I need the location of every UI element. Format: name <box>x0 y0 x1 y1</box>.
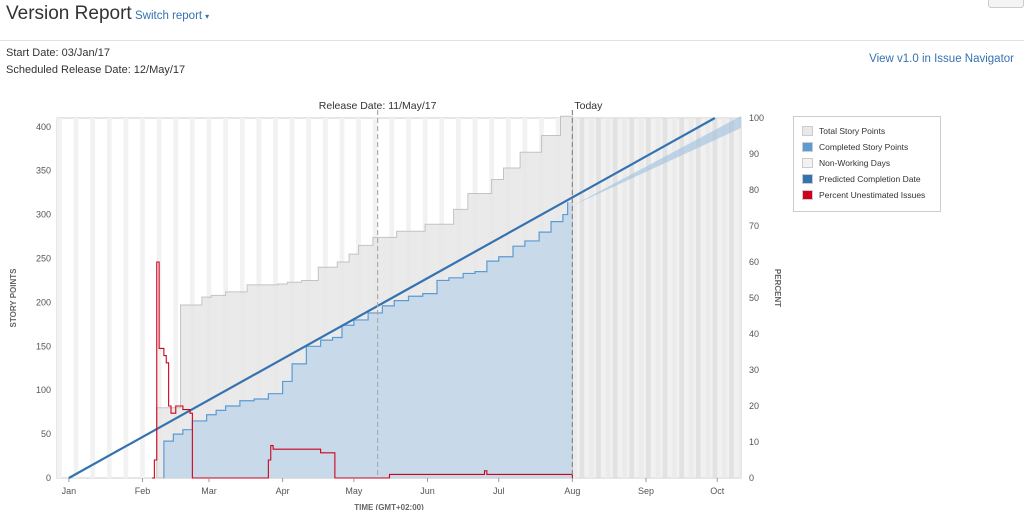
switch-report-label[interactable]: Switch report <box>135 10 203 22</box>
legend-swatch <box>802 141 813 152</box>
non-working-day-band <box>90 118 95 478</box>
legend-swatch <box>802 189 813 200</box>
y2-tick-label: 70 <box>749 221 759 231</box>
scheduled-release-date: Scheduled Release Date: 12/May/17 <box>6 64 186 76</box>
y2-tick-label: 20 <box>749 401 759 411</box>
today-label: Today <box>574 100 603 112</box>
percent-unestimated-line <box>152 261 573 479</box>
non-working-day-band <box>695 118 701 478</box>
non-working-day-band <box>173 118 179 478</box>
y-tick-label: 350 <box>36 166 51 176</box>
non-working-day-band <box>712 118 718 478</box>
x-tick-label: Mar <box>201 486 217 496</box>
x-tick-label: Jan <box>62 486 77 496</box>
legend-label: Non-Working Days <box>819 157 891 168</box>
y-tick-label: 100 <box>36 385 51 395</box>
legend-item: Non-Working Days <box>802 157 890 169</box>
x-tick-label: Jun <box>420 486 435 496</box>
non-working-day-band <box>140 118 145 478</box>
legend-item: Completed Story Points <box>802 141 908 153</box>
version-report-chart: Release Date: 11/May/17 Today050100150200… <box>9 100 782 510</box>
y-tick-label: 50 <box>41 429 51 439</box>
non-working-day-band <box>596 118 601 478</box>
x-tick-label: Sep <box>638 486 654 496</box>
non-working-day-band <box>646 118 651 478</box>
legend-label: Predicted Completion Date <box>819 173 921 184</box>
y2-tick-label: 30 <box>749 365 759 375</box>
non-working-day-band <box>190 118 195 478</box>
non-working-day-band <box>679 118 684 478</box>
completed-story-points-area <box>163 202 573 478</box>
legend-label: Completed Story Points <box>819 141 909 152</box>
y-axis-title: STORY POINTS <box>9 268 18 328</box>
legend-label: Percent Unestimated Issues <box>819 189 926 200</box>
legend-swatch <box>802 173 813 184</box>
x-tick-label: Aug <box>564 486 580 496</box>
y2-tick-label: 0 <box>749 473 754 483</box>
x-tick-label: Apr <box>276 486 290 496</box>
y2-tick-label: 60 <box>749 257 759 267</box>
y2-axis-title: PERCENT <box>773 269 782 307</box>
y2-tick-label: 40 <box>749 329 759 339</box>
y-tick-label: 0 <box>46 473 51 483</box>
y-tick-label: 200 <box>36 297 51 307</box>
x-axis-title: TIME (GMT+02:00) <box>354 503 424 510</box>
release-date-label: Release Date: 11/May/17 <box>319 100 437 112</box>
x-tick-label: Jul <box>493 486 505 496</box>
non-working-day-band <box>662 118 668 478</box>
y2-tick-label: 80 <box>749 185 759 195</box>
y-tick-label: 150 <box>36 341 51 351</box>
non-working-day-band <box>729 118 734 478</box>
page-title: Version Report <box>6 3 132 24</box>
legend-item: Predicted Completion Date <box>802 173 921 185</box>
y-tick-label: 250 <box>36 253 51 263</box>
legend-label: Total Story Points <box>819 125 886 136</box>
x-tick-label: Oct <box>710 486 725 496</box>
switch-report-dropdown[interactable]: Switch report ▾ <box>135 10 209 22</box>
non-working-day-band <box>629 118 635 478</box>
legend-swatch <box>802 157 813 168</box>
y2-tick-label: 100 <box>749 113 764 123</box>
y-tick-label: 400 <box>36 122 51 132</box>
legend-item: Total Story Points <box>802 125 885 137</box>
x-tick-label: Feb <box>135 486 151 496</box>
start-date: Start Date: 03/Jan/17 <box>6 47 110 59</box>
non-working-day-band <box>73 118 79 478</box>
legend-item: Percent Unestimated Issues <box>802 189 925 201</box>
y2-tick-label: 50 <box>749 293 759 303</box>
y2-tick-label: 10 <box>749 437 759 447</box>
non-working-day-band <box>106 118 112 478</box>
x-tick-label: May <box>345 486 363 496</box>
issue-navigator-link[interactable]: View v1.0 in Issue Navigator <box>869 53 1014 65</box>
chart-legend: Total Story Points Completed Story Points… <box>793 116 941 212</box>
completed-story-points-line <box>163 202 569 478</box>
non-working-day-band <box>612 118 618 478</box>
predicted-confidence-band <box>572 116 741 206</box>
non-working-day-band <box>57 118 62 478</box>
y2-tick-label: 90 <box>749 149 759 159</box>
header-corner-button[interactable] <box>988 0 1024 8</box>
y-tick-label: 300 <box>36 210 51 220</box>
non-working-day-band <box>579 118 585 478</box>
chevron-down-icon: ▾ <box>205 12 210 21</box>
predicted-completion-line <box>68 117 716 479</box>
report-header: Version Report Switch report ▾ <box>0 0 1024 41</box>
non-working-day-band <box>123 118 129 478</box>
legend-swatch <box>802 125 813 136</box>
